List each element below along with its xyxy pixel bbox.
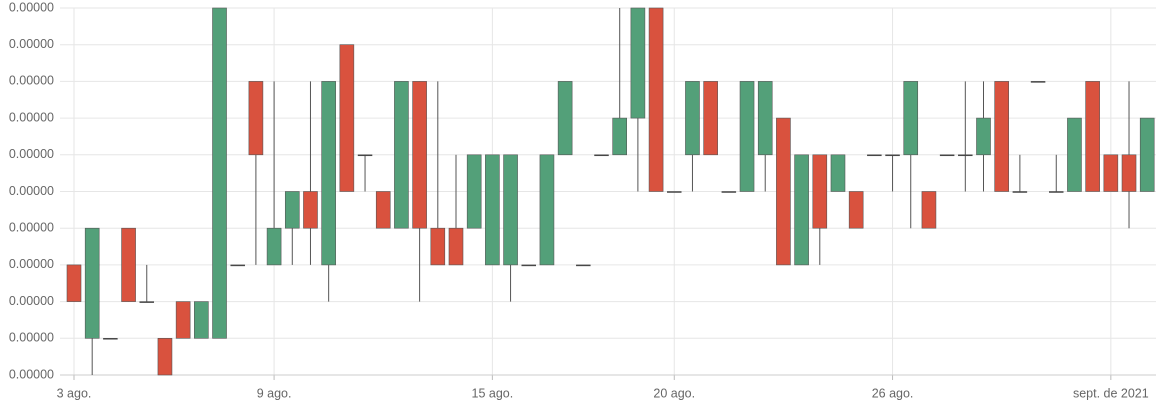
candle-body (394, 81, 409, 229)
candle-body (1121, 154, 1137, 192)
candle-body (612, 117, 628, 156)
candle-body (284, 191, 300, 229)
candle-body (321, 81, 336, 266)
candle-body (448, 227, 464, 266)
y-tick-label: 0.00000 (9, 220, 54, 234)
candle-body (594, 154, 609, 157)
y-tick-label: 0.00000 (9, 110, 54, 124)
candle-body (721, 191, 737, 193)
candle-body (157, 337, 173, 376)
x-tick-label: 3 ago. (57, 386, 92, 400)
candle-body (648, 7, 664, 192)
candle-body (84, 227, 100, 339)
candle-body (557, 81, 573, 156)
candle-body (175, 301, 191, 339)
y-tick-label: 0.00000 (9, 184, 54, 198)
y-tick-label: 0.00000 (9, 37, 54, 51)
candle-body (867, 154, 882, 157)
candle-body (776, 117, 791, 266)
y-tick-label: 0.00000 (9, 257, 54, 271)
candle-body (848, 191, 864, 229)
candle-body (903, 81, 919, 156)
candle-body (994, 81, 1009, 192)
candle-body (503, 154, 518, 266)
y-tick-label: 0.00000 (9, 0, 54, 14)
y-tick-label: 0.00000 (9, 367, 54, 381)
candle-body (830, 154, 846, 192)
candle-body (812, 154, 828, 229)
x-tick-label: 20 ago. (653, 386, 695, 400)
candle-body (1049, 191, 1064, 193)
candle-body (976, 117, 991, 156)
y-tick-label: 0.00000 (9, 331, 54, 345)
candle-body (1139, 117, 1155, 192)
candle-body (958, 154, 973, 157)
y-tick-label: 0.00000 (9, 294, 54, 308)
candle-body (1085, 81, 1100, 192)
x-tick-label: 15 ago. (472, 386, 514, 400)
candle-body (248, 81, 264, 156)
candle-body (430, 227, 446, 266)
candle-body (466, 154, 482, 229)
candle-body (521, 264, 536, 267)
y-tick-label: 0.00000 (9, 74, 54, 88)
candle-body (1067, 117, 1082, 192)
candle-body (212, 7, 227, 339)
candle-body (739, 81, 755, 192)
candle-body (667, 191, 682, 193)
y-tick-label: 0.00000 (9, 147, 54, 161)
candle-body (194, 301, 209, 339)
candle-body (703, 81, 718, 156)
x-tick-label: 9 ago. (257, 386, 292, 400)
candle-body (339, 44, 355, 192)
candle-body (539, 154, 555, 266)
candle-body (576, 264, 591, 267)
candle-body (412, 81, 427, 229)
candle-body (685, 81, 700, 156)
candle-body (375, 191, 391, 229)
candle-body (1012, 191, 1028, 193)
x-tick-label: sept. de 2021 (1073, 386, 1149, 400)
candle-body (121, 227, 136, 302)
candle-body (885, 154, 900, 157)
candle-body (939, 154, 955, 157)
x-tick-label: 26 ago. (872, 386, 914, 400)
candle-body (1103, 154, 1119, 192)
candle-body (230, 264, 245, 267)
candle-body (921, 191, 937, 229)
candle-body (103, 338, 118, 340)
candle-body (266, 227, 282, 266)
candle-body (139, 301, 155, 303)
candle-body (1030, 81, 1046, 83)
candle-body (66, 264, 82, 302)
candle-body (630, 7, 646, 119)
candle-body (485, 154, 500, 266)
candle-body (757, 81, 773, 156)
candle-body (794, 154, 809, 266)
candle-body (357, 154, 373, 157)
candle-body (303, 191, 318, 229)
